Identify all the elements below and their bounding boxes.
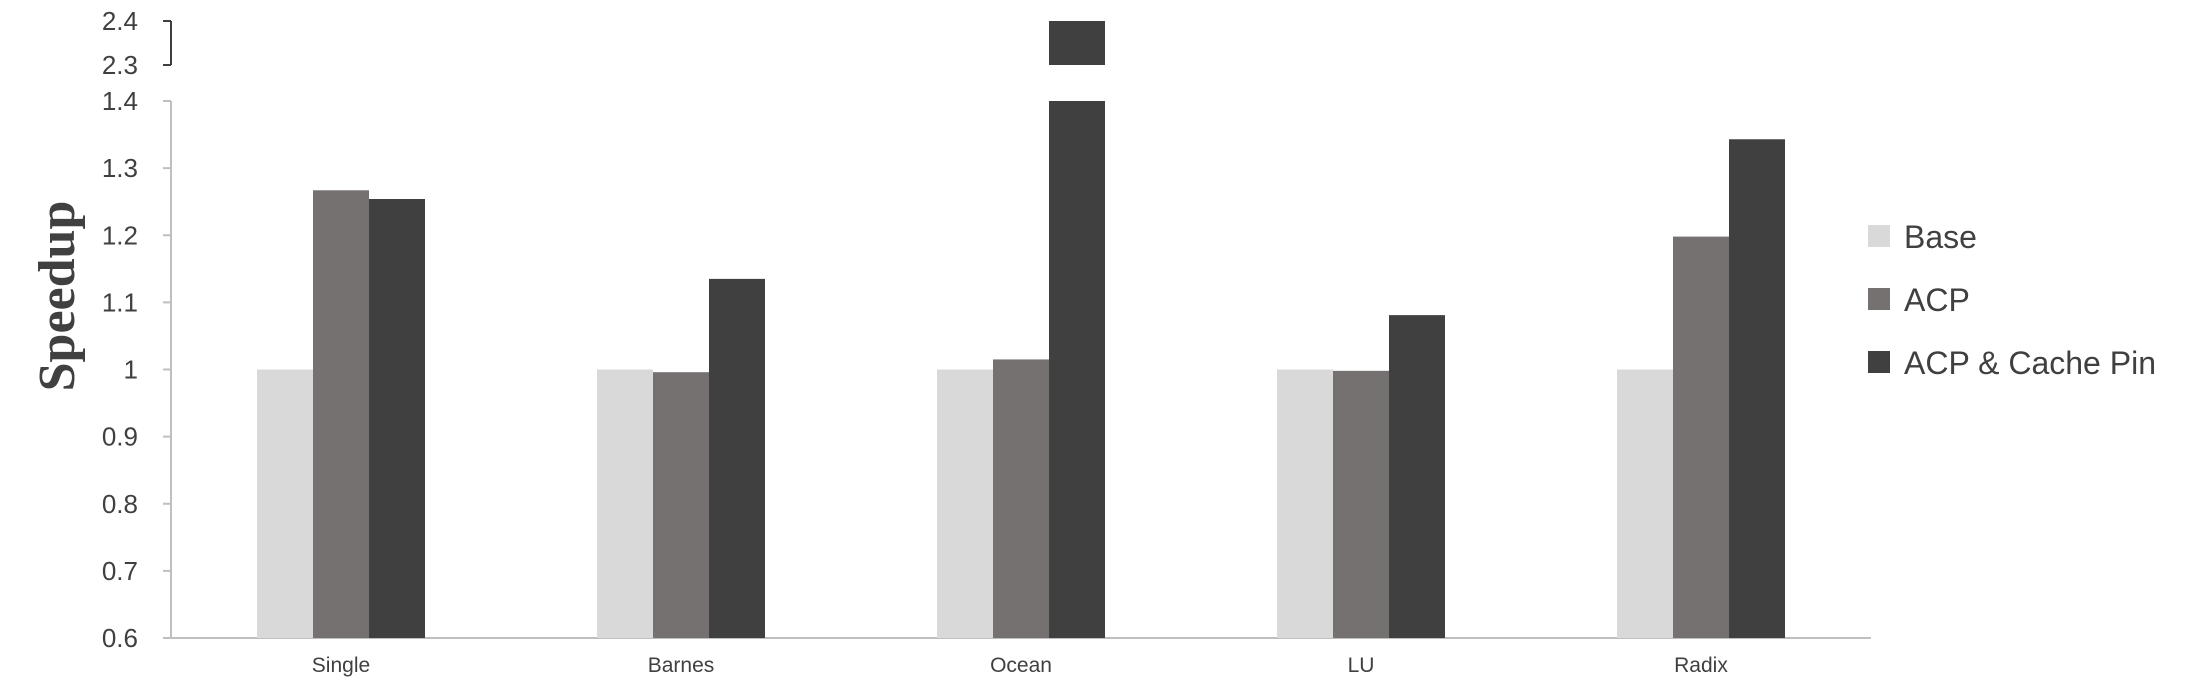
y-axis-label: Speedup xyxy=(29,201,86,392)
legend-swatch xyxy=(1868,351,1890,373)
bar-single-2 xyxy=(369,199,425,638)
bar-ocean-1 xyxy=(993,359,1049,638)
legend: Base ACP ACP & Cache Pin xyxy=(1868,219,2156,381)
bar-barnes-0 xyxy=(597,369,653,638)
y-tick-label-upper: 2.4 xyxy=(102,6,138,36)
y-tick-label: 1.3 xyxy=(102,153,138,183)
bars xyxy=(257,21,1785,639)
bar-radix-2 xyxy=(1729,139,1785,639)
bar-lu-2 xyxy=(1389,315,1445,638)
y-tick-labels: 0.6 0.7 0.8 0.9 1 1.1 1.2 1.3 1.4 2.3 2.4 xyxy=(102,6,138,653)
bar-single-0 xyxy=(257,369,313,638)
y-tick-label: 0.6 xyxy=(102,623,138,653)
y-tick-label: 0.9 xyxy=(102,422,138,452)
category-label: Ocean xyxy=(990,654,1052,677)
y-tick-label: 1.4 xyxy=(102,86,138,116)
bar-radix-0 xyxy=(1617,369,1673,638)
category-labels: Single Barnes Ocean LU Radix xyxy=(312,654,1729,677)
bar-barnes-1 xyxy=(653,372,709,638)
bar-lu-0 xyxy=(1277,369,1333,638)
category-label: Single xyxy=(312,654,370,677)
legend-swatch xyxy=(1868,288,1890,310)
bar-barnes-2 xyxy=(709,278,765,638)
y-tick-label: 1 xyxy=(124,355,138,385)
bar-ocean-0 xyxy=(937,369,993,638)
y-tick-label-upper: 2.3 xyxy=(102,50,138,80)
y-tick-label: 0.7 xyxy=(102,556,138,586)
legend-label: ACP & Cache Pin xyxy=(1904,345,2156,381)
bar-single-1 xyxy=(313,190,369,638)
bar-radix-1 xyxy=(1673,236,1729,638)
category-label: Radix xyxy=(1674,654,1728,677)
legend-swatch xyxy=(1868,225,1890,247)
legend-label: Base xyxy=(1904,219,1977,255)
y-tick-label: 1.1 xyxy=(102,287,138,317)
y-tick-label: 1.2 xyxy=(102,220,138,250)
bar-ocean-2-upper xyxy=(1049,21,1105,65)
bar-ocean-2-lower xyxy=(1049,101,1105,638)
category-label: Barnes xyxy=(648,654,715,677)
category-label: LU xyxy=(1348,654,1375,677)
y-tick-label: 0.8 xyxy=(102,489,138,519)
bar-lu-1 xyxy=(1333,370,1389,638)
legend-label: ACP xyxy=(1904,282,1970,318)
